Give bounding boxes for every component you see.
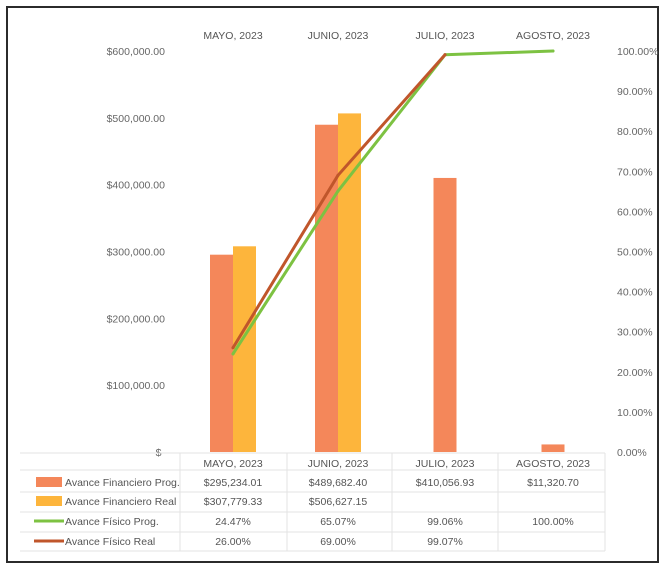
- data-table-cell: 69.00%: [320, 536, 356, 548]
- bar-1-1: [338, 113, 361, 453]
- x-top-category-label: AGOSTO, 2023: [516, 30, 590, 42]
- legend-swatch-0: [36, 477, 62, 487]
- y-left-tick-label: $300,000.00: [107, 247, 166, 259]
- data-table-cell: 24.47%: [215, 516, 251, 528]
- data-table-cell: $410,056.93: [416, 477, 475, 489]
- line-point-2-3: [551, 49, 555, 53]
- data-table-cell: 99.06%: [427, 516, 463, 528]
- table-category-label: JUNIO, 2023: [308, 458, 369, 470]
- y-right-tick-label: 10.00%: [617, 407, 653, 419]
- data-table-cell: $307,779.33: [204, 496, 263, 508]
- y-right-tick-label: 20.00%: [617, 367, 653, 379]
- data-table-cell: 100.00%: [532, 516, 573, 528]
- y-right-tick-label: 90.00%: [617, 86, 653, 98]
- bar-0-3: [541, 444, 565, 452]
- data-table-cell: 65.07%: [320, 516, 356, 528]
- line-point-3-1: [336, 173, 340, 177]
- bar-1-0: [233, 246, 256, 452]
- x-top-category-label: JULIO, 2023: [416, 30, 475, 42]
- table-category-label: AGOSTO, 2023: [516, 458, 590, 470]
- y-left-tick-label: $600,000.00: [107, 46, 166, 58]
- legend-label: Avance Financiero Real: [65, 496, 176, 508]
- bar-0-1: [315, 124, 338, 452]
- data-table-cell: $489,682.40: [309, 477, 368, 489]
- table-category-label: MAYO, 2023: [203, 458, 262, 470]
- line-series-2: [231, 49, 555, 356]
- y-right-tick-label: 0.00%: [617, 447, 647, 459]
- data-table-cell: 26.00%: [215, 536, 251, 548]
- y-right-tick-label: 40.00%: [617, 287, 653, 299]
- legend-label: Avance Financiero Prog.: [65, 477, 180, 489]
- bar-0-2: [433, 177, 457, 452]
- y-right-tick-label: 30.00%: [617, 327, 653, 339]
- y-right-tick-label: 50.00%: [617, 247, 653, 259]
- y-left-tick-label: $100,000.00: [107, 380, 166, 392]
- legend-label: Avance Físico Real: [65, 536, 155, 548]
- y-right-tick-label: 100.00%: [617, 46, 658, 58]
- y-right-tick-label: 60.00%: [617, 206, 653, 218]
- line-point-2-0: [231, 352, 235, 356]
- line-point-2-1: [336, 189, 340, 193]
- y-left-tick-label: $500,000.00: [107, 113, 166, 125]
- table-category-label: JULIO, 2023: [416, 458, 475, 470]
- data-table-cell: $295,234.01: [204, 477, 263, 489]
- data-table-cell: $11,320.70: [527, 477, 579, 489]
- y-right-tick-label: 70.00%: [617, 166, 653, 178]
- legend-label: Avance Físico Prog.: [65, 516, 159, 528]
- x-top-category-label: MAYO, 2023: [203, 30, 262, 42]
- data-table-cell: 99.07%: [427, 536, 463, 548]
- x-top-category-label: JUNIO, 2023: [308, 30, 369, 42]
- line-point-3-0: [231, 346, 235, 350]
- y-right-tick-label: 80.00%: [617, 126, 653, 138]
- line-point-3-2: [443, 53, 447, 57]
- data-table-cell: $506,627.15: [309, 496, 368, 508]
- y-left-tick-label: $400,000.00: [107, 180, 166, 192]
- bar-0-0: [210, 254, 233, 452]
- legend-swatch-1: [36, 496, 62, 506]
- y-left-tick-label: $200,000.00: [107, 313, 166, 325]
